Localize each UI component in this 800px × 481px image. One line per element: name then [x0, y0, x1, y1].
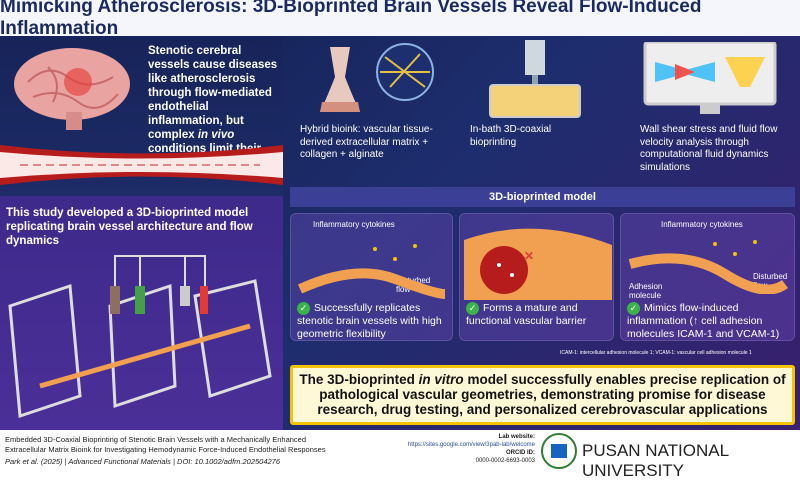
check-icon: ✓	[466, 302, 479, 315]
card-text: ✓ Mimics flow-induced inflammation (↑ cel…	[627, 302, 795, 340]
brain-illustration	[14, 48, 130, 130]
stenotic-vessel-illustration	[0, 145, 283, 185]
card-text: ✓ Successfully replicates stenotic brain …	[297, 302, 452, 340]
conclusion-text: model successfully enables precise repli…	[317, 372, 786, 417]
method-printing: In-bath 3D-coaxial bioprinting	[470, 124, 552, 148]
card-text-value: Mimics flow-induced inflammation (↑ cell…	[627, 302, 780, 340]
cytokines-label: Inflammatory cytokines	[313, 220, 395, 229]
university-name: PUSAN NATIONAL UNIVERSITY	[582, 441, 729, 480]
paper-title: Embedded 3D-Coaxial Bioprinting of Steno…	[5, 435, 425, 455]
result-card-inflammation: Inflammatory cytokines Disturbed flow Ad…	[620, 213, 795, 341]
card-text-value: Successfully replicates stenotic brain v…	[297, 302, 442, 340]
stenotic-vessel-model	[297, 244, 446, 299]
intro-italic: in vivo	[197, 129, 235, 141]
citation: Park et al. (2025) | Advanced Functional…	[5, 457, 281, 466]
card-text-value: Forms a mature and functional vascular b…	[466, 302, 587, 327]
study-panel: This study developed a 3D-bioprinted mod…	[0, 196, 283, 430]
check-icon: ✓	[627, 302, 640, 315]
study-text: This study developed a 3D-bioprinted mod…	[6, 207, 253, 247]
bioprinting-device-illustration	[8, 255, 272, 419]
lab-link[interactable]: https://sites.google.com/view/3pab-lab/w…	[407, 442, 535, 448]
vascular-barrier-illustration: ✕	[464, 228, 612, 300]
method-cfd: Wall shear stress and fluid flow velocit…	[640, 124, 778, 173]
coaxial-bioprinting-illustration	[489, 40, 581, 118]
page-title: Mimicking Atherosclerosis: 3D-Bioprinted…	[0, 0, 800, 39]
paper-title-line: Embedded 3D-Coaxial Bioprinting of Steno…	[5, 435, 306, 444]
conclusion-text: The 3D-bioprinted	[299, 372, 419, 387]
inflamed-vessel-model	[628, 240, 788, 294]
infographic-body: Stenotic cerebral vessels cause diseases…	[0, 36, 800, 430]
footnote: ICAM-1: intercellular adhesion molecule …	[560, 350, 752, 356]
card-text: ✓ Forms a mature and functional vascular …	[466, 302, 611, 328]
bioink-illustration	[320, 43, 434, 112]
adhesion-molecule-label: Adhesion molecule	[629, 282, 663, 300]
footer: Embedded 3D-Coaxial Bioprinting of Steno…	[0, 430, 800, 480]
conclusion-box: The 3D-bioprinted in vitro model success…	[290, 365, 795, 425]
svg-text:✕: ✕	[524, 249, 534, 263]
conclusion-italic: in vitro	[418, 372, 464, 387]
check-icon: ✓	[297, 302, 310, 315]
intro-text-part: Stenotic cerebral vessels cause diseases…	[148, 45, 278, 141]
orcid-label: ORCID ID:	[506, 450, 535, 456]
lab-info: Lab website: https://sites.google.com/vi…	[385, 433, 535, 465]
paper-title-line: Extracellular Matrix Bioink for Investig…	[5, 445, 326, 454]
orcid-value: 0000-0002-6693-0003	[475, 458, 535, 464]
lab-label: Lab website:	[498, 434, 535, 440]
method-bioink: Hybrid bioink: vascular tissue-derived e…	[300, 124, 433, 160]
section-label: 3D-bioprinted model	[290, 187, 795, 207]
background-panel: Stenotic cerebral vessels cause diseases…	[0, 36, 283, 196]
university-seal-logo	[541, 433, 577, 469]
cytokines-label: Inflammatory cytokines	[661, 220, 743, 229]
cfd-monitor-illustration	[643, 42, 777, 114]
result-card-geometry: Inflammatory cytokines Disturbed flow ✓ S…	[290, 213, 453, 341]
result-card-barrier: ✕ ✓ Forms a mature and functional vascula…	[459, 213, 614, 341]
